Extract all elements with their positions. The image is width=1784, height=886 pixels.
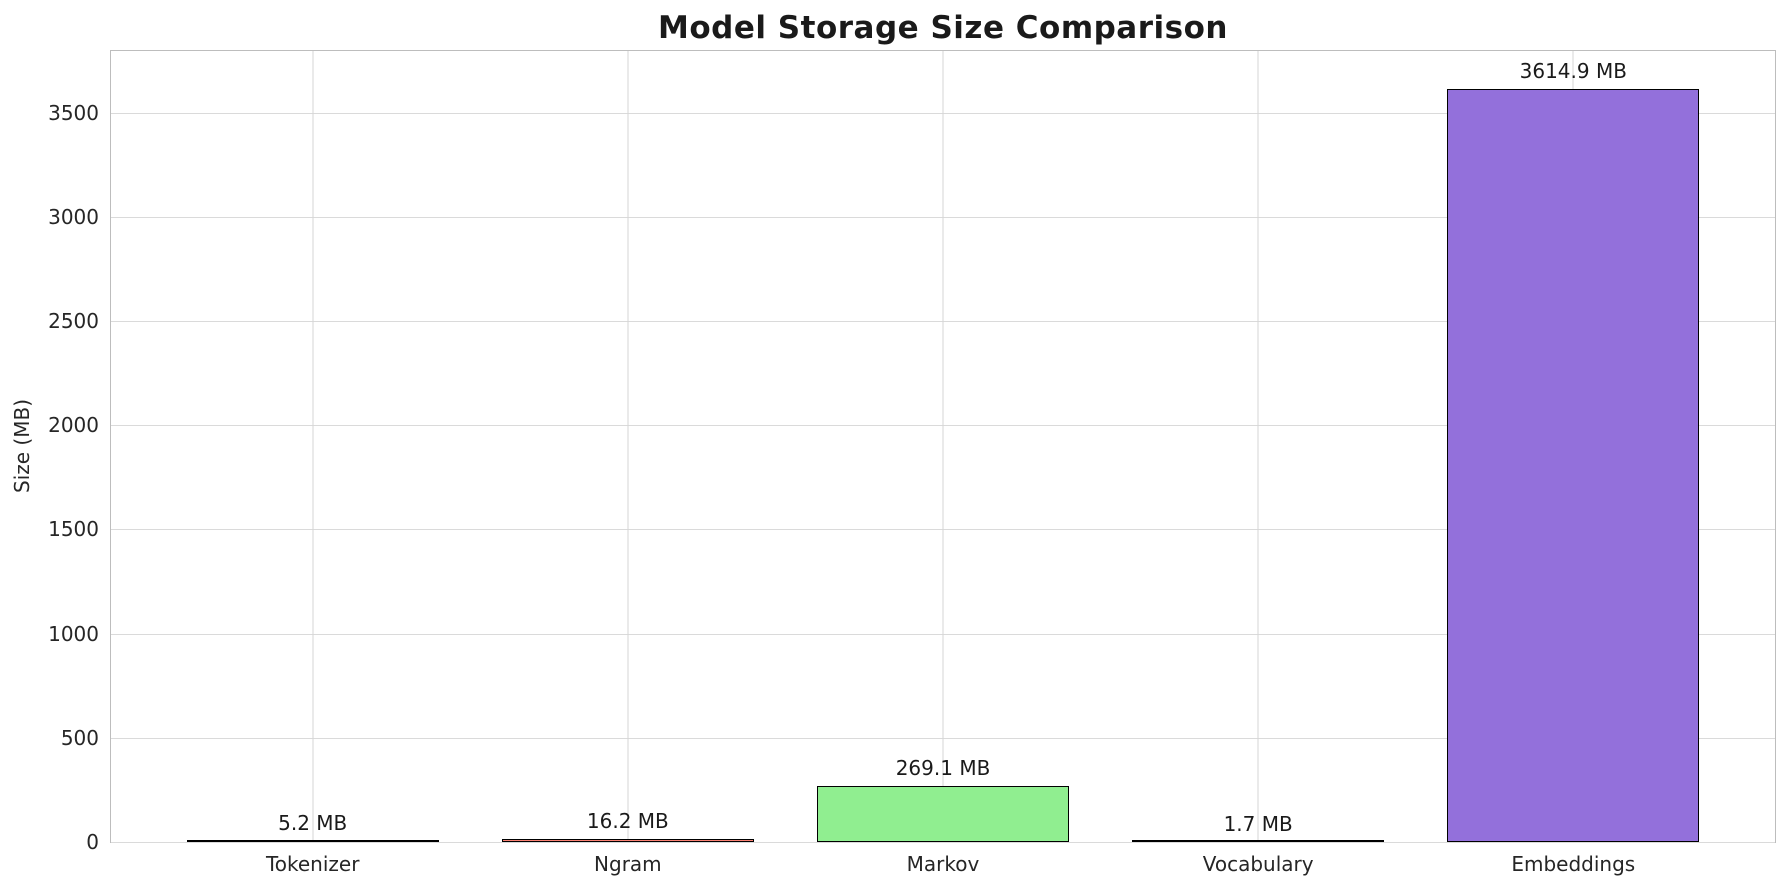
x-gridline xyxy=(312,51,314,842)
y-tick-label: 0 xyxy=(86,830,99,854)
x-tick-label: Embeddings xyxy=(1511,852,1636,876)
y-tick-label: 1000 xyxy=(48,621,99,646)
y-tick-label: 3500 xyxy=(48,100,99,125)
bar-value-label: 1.7 MB xyxy=(1223,811,1293,836)
y-tick-label: 500 xyxy=(60,725,99,750)
bar-ngram xyxy=(501,838,754,842)
y-tick-label: 2000 xyxy=(48,413,99,438)
bar-value-label: 269.1 MB xyxy=(895,755,991,780)
x-tick-label: Vocabulary xyxy=(1202,852,1314,876)
x-tick-label: Ngram xyxy=(594,852,662,876)
bar-vocabulary xyxy=(1132,840,1385,842)
y-axis-label: Size (MB) xyxy=(10,399,34,493)
y-gridline xyxy=(111,842,1775,843)
chart-title: Model Storage Size Comparison xyxy=(658,10,1228,46)
x-gridline xyxy=(1257,51,1259,842)
x-tick-label: Markov xyxy=(906,852,980,876)
bar-value-label: 16.2 MB xyxy=(586,808,669,833)
bar-value-label: 3614.9 MB xyxy=(1519,58,1627,83)
bar-value-label: 5.2 MB xyxy=(278,810,348,835)
bar-markov xyxy=(816,785,1070,842)
x-gridline xyxy=(942,51,944,842)
y-tick-label: 2500 xyxy=(48,309,99,333)
plot-area: 0 500 1000 1500 2000 2500 3000 3500 5.2 MB Tokeni… xyxy=(48,50,1776,876)
bar-tokenizer xyxy=(186,840,439,842)
y-tick-label: 1500 xyxy=(48,517,99,542)
y-tick-label: 3000 xyxy=(48,204,99,229)
x-tick-label: Tokenizer xyxy=(265,852,360,876)
bar-embeddings xyxy=(1447,88,1700,842)
x-gridline xyxy=(627,51,629,842)
